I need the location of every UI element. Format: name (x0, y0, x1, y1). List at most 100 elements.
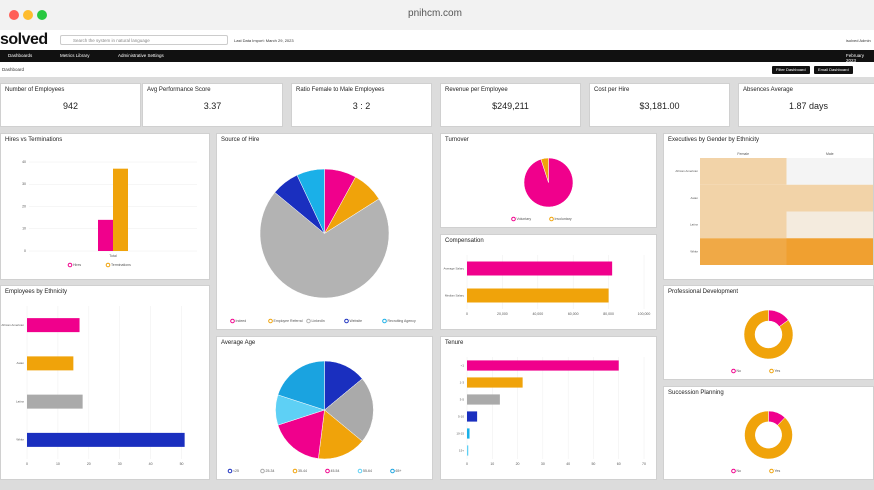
card: Cost per Hire $3,181.00 (589, 83, 730, 127)
x-tick-label: 0 (26, 462, 28, 466)
legend-swatch (769, 468, 774, 474)
card-menu[interactable] (709, 88, 723, 93)
bar (27, 394, 83, 409)
card-menu[interactable] (858, 88, 872, 93)
legend-label: Hires (73, 263, 81, 267)
y-tick-label: Asian (16, 361, 24, 365)
card-menu[interactable] (853, 391, 867, 396)
y-tick-label: 10 (22, 227, 26, 231)
donut-slice (743, 309, 794, 360)
chart: Voluntary Involuntary (511, 157, 574, 222)
card-title: Executives by Gender by Ethnicity (668, 137, 760, 143)
legend-swatch (67, 262, 73, 268)
card-menu[interactable] (412, 138, 426, 143)
y-tick-label: 5-10 (458, 414, 464, 418)
card: Turnover Voluntary Involuntary (440, 133, 657, 228)
bar (467, 445, 469, 456)
period[interactable]: February 2023 (846, 53, 865, 63)
card-title: Absences Average (743, 87, 793, 93)
heat-cell (700, 211, 787, 239)
column-label: Female (737, 152, 749, 156)
card-menu[interactable] (853, 290, 867, 295)
card: Ratio Female to Male Employees 3 : 2 (291, 83, 432, 127)
card-menu[interactable] (262, 88, 276, 93)
y-tick-label: 0 (24, 249, 26, 253)
close-button[interactable] (9, 10, 19, 20)
card-title: Source of Hire (221, 137, 260, 143)
breadcrumb: Dashboard (2, 67, 25, 72)
legend-swatch (511, 216, 516, 222)
card-menu[interactable] (120, 88, 134, 93)
chart: No Yes (731, 309, 794, 374)
legend-label: Yes (775, 469, 781, 473)
heat-cell (786, 158, 873, 185)
button[interactable]: Filter Dashboard (772, 66, 810, 74)
toolbar: Dashboard Filter Dashboard Email Dashboa… (0, 62, 874, 77)
logo[interactable]: isolved (0, 31, 48, 48)
legend-label: 45-54 (331, 469, 340, 473)
card-title: Hires vs Terminations (5, 137, 63, 143)
user[interactable]: isolved Admin (846, 38, 871, 43)
zoom-button[interactable] (37, 10, 47, 20)
column-label: Male (826, 152, 834, 156)
kpi-value: $249,211 (492, 101, 529, 111)
card-menu[interactable] (189, 138, 203, 143)
url[interactable]: pnihcm.com (408, 8, 462, 19)
heat-cell (786, 211, 873, 239)
card: Number of Employees 942 (0, 83, 141, 127)
x-tick-label: 60,000 (568, 312, 579, 316)
legend-label: Employee Referral (274, 319, 303, 323)
nav-item[interactable]: Metrics Library (60, 53, 90, 58)
row-label: White (690, 249, 698, 253)
card-menu[interactable] (636, 239, 650, 244)
row-label: Latinx (690, 223, 699, 227)
chart: 0 20,000 40,000 60,000 80,000 100,000 Average … (444, 255, 650, 316)
card-menu[interactable] (853, 138, 867, 143)
card: Revenue per Employee $249,211 (440, 83, 581, 127)
legend-label: 35-44 (298, 469, 307, 473)
legend-label: LinkedIn (312, 319, 325, 323)
card: Executives by Gender by Ethnicity Female M… (663, 133, 874, 280)
legend-swatch (344, 318, 349, 324)
pie-slice (277, 360, 325, 411)
x-tick-label: 60 (617, 462, 621, 466)
nav-bar: Dashboards Metrics Library Administrativ… (0, 50, 874, 63)
legend-swatch (357, 468, 363, 474)
browser-toolbar: pnihcm.com (0, 0, 874, 31)
nav-item[interactable]: Administrative Settings (118, 53, 164, 58)
x-tick-label: 40 (566, 462, 570, 466)
x-tick-label: 50 (591, 462, 595, 466)
x-tick-label: 20 (87, 462, 91, 466)
card-menu[interactable] (560, 88, 574, 93)
card-title: Tenure (445, 340, 464, 346)
card: Professional Development No Yes (663, 285, 874, 380)
card-menu[interactable] (636, 341, 650, 346)
chart: 0 10 20 30 40 50 60 70 <1 1-3 3-5 5-10 10-15 15+ (456, 357, 646, 466)
legend-label: Recruiting Agency (388, 319, 416, 323)
nav-item[interactable]: Dashboards (8, 53, 33, 58)
legend-label: Voluntary (517, 217, 532, 221)
legend-label: 25-34 (266, 469, 275, 473)
legend-label: Yes (775, 369, 781, 373)
button[interactable]: Email Dashboard (814, 66, 853, 74)
heat-cell (786, 184, 873, 212)
heat-cell (700, 184, 787, 212)
bar (467, 261, 613, 276)
card-menu[interactable] (411, 88, 425, 93)
x-tick-label: 40,000 (532, 312, 543, 316)
row-label: Asian (690, 196, 698, 200)
y-tick-label: 40 (22, 160, 26, 164)
legend-swatch (306, 318, 311, 324)
card-menu[interactable] (412, 341, 426, 346)
card-menu[interactable] (636, 138, 650, 143)
legend-swatch (325, 468, 330, 474)
card-menu[interactable] (189, 290, 203, 295)
search-box[interactable]: Search the system in natural language (60, 35, 228, 45)
legend-label: Website (350, 319, 363, 323)
y-tick-label: 30 (22, 182, 26, 186)
minimize-button[interactable] (23, 10, 33, 20)
bar (113, 168, 128, 251)
card: Succession Planning No Yes (663, 386, 874, 480)
y-tick-label: Median Salary (445, 293, 465, 297)
